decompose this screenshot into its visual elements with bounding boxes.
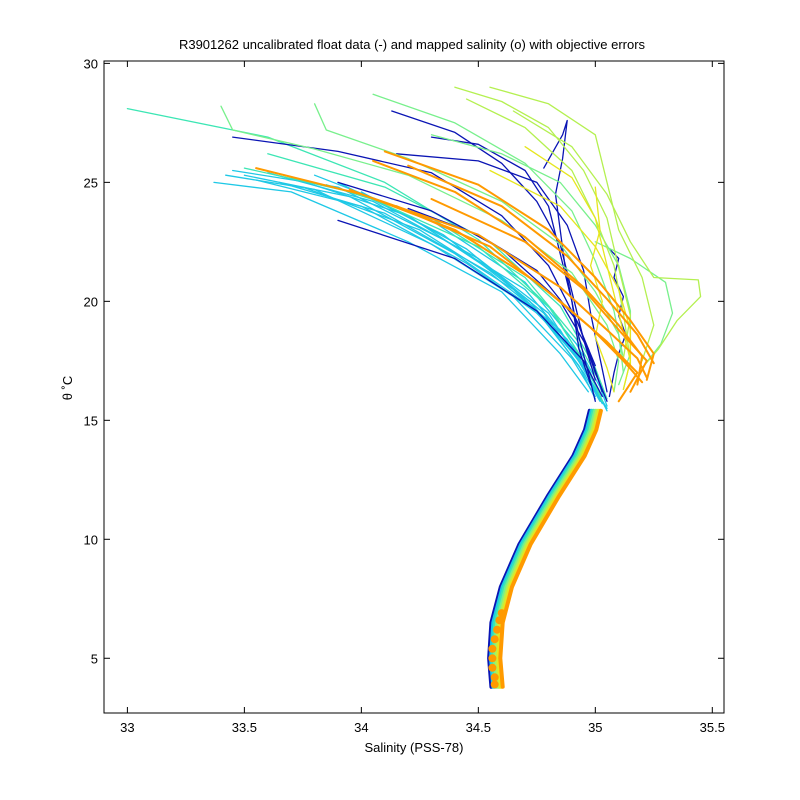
x-axis-label: Salinity (PSS-78) [365,740,464,755]
y-tick-label: 10 [84,532,98,547]
mapped-salinity-point [488,644,497,653]
axis-ticks: 33 33.5 34 34.5 35 35.5 5 10 15 20 25 30 [84,56,725,735]
x-tick-label: 34.5 [466,720,491,735]
mapped-salinity-point [488,654,497,663]
profile-line [489,169,632,367]
mapped-salinity-point [488,663,497,672]
mapped-salinity-point [495,616,504,625]
x-tick-label: 33 [120,720,134,735]
profile-line [594,241,674,369]
profile-line [512,110,702,369]
x-tick-label: 35.5 [700,720,725,735]
profile-line [395,205,639,403]
profile-line [465,98,632,391]
x-tick-label: 33.5 [232,720,257,735]
profile-line [391,110,596,381]
y-tick-label: 5 [91,651,98,666]
mapped-salinity-point [497,609,506,618]
profile-line [243,174,596,400]
y-tick-label: 25 [84,175,98,190]
y-tick-label: 20 [84,294,98,309]
profile-line [337,181,603,393]
deep-profile-line [498,408,603,689]
profile-line [232,136,608,402]
x-tick-label: 35 [588,720,602,735]
profile-line [395,153,608,393]
x-tick-label: 34 [354,720,368,735]
mapped-salinity-point [490,680,499,689]
profile-line [589,186,615,393]
profile-line [313,103,625,374]
profile-line [383,150,655,381]
profile-line [407,164,655,365]
chart-title: R3901262 uncalibrated float data (-) and… [179,37,646,52]
mapped-salinity-point [490,673,499,682]
y-axis-label: θ ˚C [60,376,75,401]
profile-line [372,93,625,360]
y-tick-label: 15 [84,413,98,428]
profile-line [126,107,603,402]
profile-line [430,136,592,386]
plot-data-layer [126,86,702,689]
mapped-salinity-point [490,635,499,644]
y-tick-label: 30 [84,56,98,71]
profile-line [454,86,632,360]
mapped-salinity-point [493,625,502,634]
profile-line [430,198,648,393]
plot-frame [103,60,725,714]
profile-line [337,219,603,398]
profile-line [213,181,589,393]
